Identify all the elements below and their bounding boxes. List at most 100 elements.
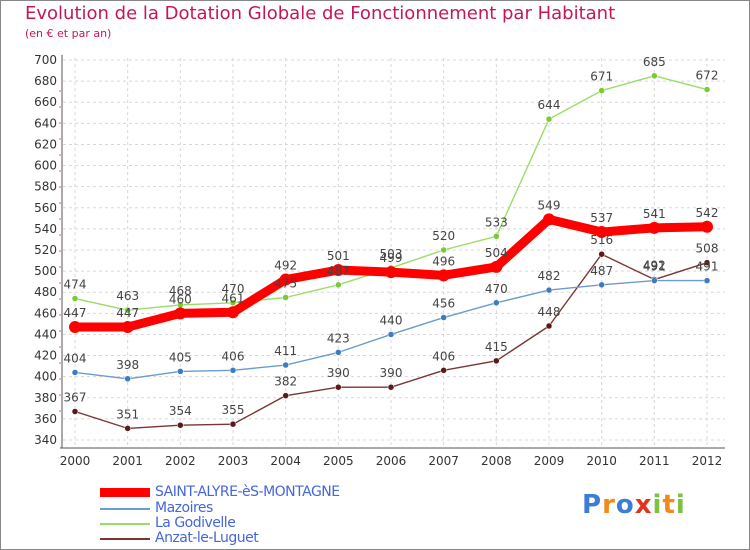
data-label: 492 xyxy=(643,259,666,273)
data-label: 448 xyxy=(538,305,561,319)
x-tick-label: 2007 xyxy=(428,454,459,468)
data-point xyxy=(440,367,447,374)
data-point xyxy=(71,408,79,415)
y-tick-label: 340 xyxy=(34,433,57,447)
data-label: 463 xyxy=(116,289,139,303)
data-label: 382 xyxy=(274,375,297,389)
data-label: 541 xyxy=(643,207,666,221)
data-label: 501 xyxy=(327,249,350,263)
data-label: 685 xyxy=(643,55,666,69)
data-label: 411 xyxy=(274,344,297,358)
data-point xyxy=(71,295,79,302)
data-label: 354 xyxy=(169,404,192,418)
data-point xyxy=(177,368,184,375)
data-label: 390 xyxy=(380,366,403,380)
data-label: 406 xyxy=(222,349,245,363)
proxiti-logo: Proxiti xyxy=(582,490,686,520)
data-label: 496 xyxy=(432,254,455,268)
x-tick-label: 2001 xyxy=(112,454,143,468)
data-point xyxy=(703,259,711,266)
data-point xyxy=(335,383,342,391)
y-tick-label: 440 xyxy=(34,327,57,341)
data-point xyxy=(335,349,342,356)
data-point xyxy=(279,273,292,286)
data-point xyxy=(651,72,658,80)
data-point xyxy=(282,294,289,301)
data-point xyxy=(545,322,553,330)
data-point xyxy=(69,321,81,334)
logo-letter: i xyxy=(652,490,663,520)
data-label: 355 xyxy=(222,403,245,417)
data-label: 503 xyxy=(380,247,403,261)
y-tick-label: 580 xyxy=(34,180,57,194)
data-point xyxy=(124,306,131,314)
data-label: 447 xyxy=(116,306,139,320)
data-point xyxy=(387,383,395,391)
data-point xyxy=(595,226,608,239)
x-tick-label: 2000 xyxy=(60,454,91,468)
data-point xyxy=(545,286,553,294)
y-tick-label: 500 xyxy=(34,264,57,278)
legend-swatch xyxy=(100,523,150,525)
data-point xyxy=(493,299,500,307)
data-label: 415 xyxy=(485,340,508,354)
y-tick-label: 360 xyxy=(34,412,57,426)
y-tick-label: 460 xyxy=(34,306,57,320)
data-label: 482 xyxy=(538,269,561,283)
chart-subtitle: (en € et par an) xyxy=(25,27,112,40)
data-label: 491 xyxy=(643,260,666,274)
y-tick-label: 620 xyxy=(34,137,57,151)
legend-label: Anzat-le-Luguet xyxy=(155,530,259,546)
data-point xyxy=(335,281,342,289)
y-tick-label: 660 xyxy=(34,95,57,109)
data-label: 504 xyxy=(485,246,508,260)
data-point xyxy=(385,266,397,279)
x-tick-label: 2010 xyxy=(586,454,617,468)
data-label: 460 xyxy=(169,292,192,306)
data-label: 644 xyxy=(538,98,561,112)
data-point xyxy=(701,220,713,233)
data-point xyxy=(71,369,79,376)
data-label: 406 xyxy=(432,349,455,363)
data-point xyxy=(121,321,134,334)
data-point xyxy=(545,115,553,123)
y-tick-label: 480 xyxy=(34,285,57,299)
x-tick-label: 2008 xyxy=(481,454,512,468)
data-label: 470 xyxy=(485,282,508,296)
data-label: 461 xyxy=(222,291,245,305)
y-tick-label: 380 xyxy=(34,391,57,405)
y-tick-label: 640 xyxy=(34,116,57,130)
data-label: 533 xyxy=(485,215,508,229)
data-point xyxy=(229,299,237,307)
x-tick-label: 2011 xyxy=(639,454,670,468)
legend-label: Mazoires xyxy=(155,500,213,516)
data-label: 499 xyxy=(380,251,403,265)
data-label: 405 xyxy=(169,350,192,364)
data-point xyxy=(174,307,187,320)
data-label: 549 xyxy=(538,198,561,212)
data-label: 440 xyxy=(380,313,403,327)
data-label: 508 xyxy=(696,242,719,256)
data-point xyxy=(703,277,711,284)
data-point xyxy=(124,375,131,383)
data-label: 468 xyxy=(169,284,192,298)
data-point xyxy=(440,314,447,321)
data-label: 671 xyxy=(590,70,613,84)
y-tick-label: 420 xyxy=(34,349,57,363)
logo-letter: x xyxy=(634,490,653,520)
data-label: 351 xyxy=(116,407,139,421)
data-label: 398 xyxy=(116,358,139,372)
data-label: 390 xyxy=(327,366,350,380)
legend-label: La Godivelle xyxy=(155,515,236,531)
chart-title: Evolution de la Dotation Globale de Fonc… xyxy=(25,3,616,24)
data-point xyxy=(332,264,345,277)
data-point xyxy=(229,367,237,374)
data-point xyxy=(598,250,605,258)
data-label: 456 xyxy=(432,297,455,311)
legend-label: SAINT-ALYRE-èS-MONTAGNE xyxy=(155,484,340,500)
data-label: 537 xyxy=(590,211,613,225)
x-tick-label: 2012 xyxy=(692,454,723,468)
x-tick-label: 2006 xyxy=(376,454,407,468)
legend-swatch xyxy=(100,538,150,540)
y-tick-label: 560 xyxy=(34,201,57,215)
